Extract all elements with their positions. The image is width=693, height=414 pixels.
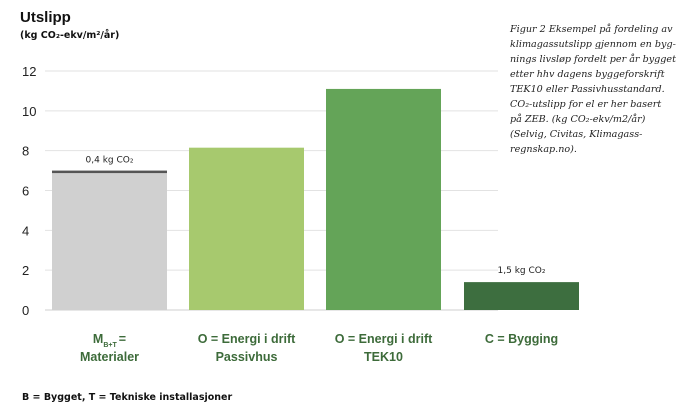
bar (189, 147, 304, 310)
y-tick-label: 6 (22, 184, 29, 199)
caption-line: nings livsløp fordelt per år bygget (510, 54, 676, 65)
bar-annotation: 0,4 kg CO₂ (86, 156, 134, 166)
x-label-line1: MB+T = (93, 332, 126, 349)
chart-subtitle: (kg CO₂-ekv/m²/år) (20, 30, 119, 41)
x-label-line1: O = Energi i drift (335, 332, 433, 346)
x-label-line2: Materialer (80, 350, 139, 364)
chart-title: Utslipp (20, 9, 71, 26)
y-tick-label: 2 (22, 263, 29, 278)
x-label-line2: Passivhus (216, 350, 278, 364)
bar (326, 88, 441, 310)
y-axis-ticks: 0 2 4 6 8 10 12 (22, 64, 36, 318)
y-tick-label: 4 (22, 223, 29, 238)
x-label-line1: C = Bygging (485, 332, 558, 346)
bar-top-segment (52, 170, 167, 174)
y-tick-label: 10 (22, 104, 36, 119)
figure-caption: Figur 2 Eksempel på fordeling av klimagas… (510, 22, 688, 157)
x-label-line1: O = Energi i drift (198, 332, 296, 346)
caption-line: på ZEB. (kg CO₂-ekv/m2/år) (510, 114, 646, 125)
caption-line: (Selvig, Civitas, Klimagass- (510, 129, 643, 140)
bar-annotation: 1,5 kg CO₂ (498, 266, 546, 276)
caption-line: Figur 2 Eksempel på fordeling av (510, 24, 673, 35)
y-tick-label: 8 (22, 144, 29, 159)
caption-line: TEK10 eller Passivhusstandard. (510, 84, 665, 95)
bar (52, 171, 167, 310)
caption-line: etter hhv dagens byggeforskrift (510, 69, 665, 80)
caption-line: regnskap.no). (510, 144, 577, 155)
x-axis-labels: MB+T = Materialer O = Energi i drift Passiv… (80, 332, 558, 364)
caption-line: klimagassutslipp gjennom en byg- (510, 39, 676, 50)
y-tick-label: 12 (22, 64, 36, 79)
bars (52, 88, 579, 310)
bar (464, 282, 579, 310)
caption-line: CO₂-utslipp for el er her basert (510, 99, 662, 110)
annotations: 0,4 kg CO₂ 1,5 kg CO₂ (86, 156, 546, 277)
y-tick-label: 0 (22, 303, 29, 318)
footnote: B = Bygget, T = Tekniske installasjoner (22, 392, 233, 403)
x-label-line2: TEK10 (364, 350, 403, 364)
